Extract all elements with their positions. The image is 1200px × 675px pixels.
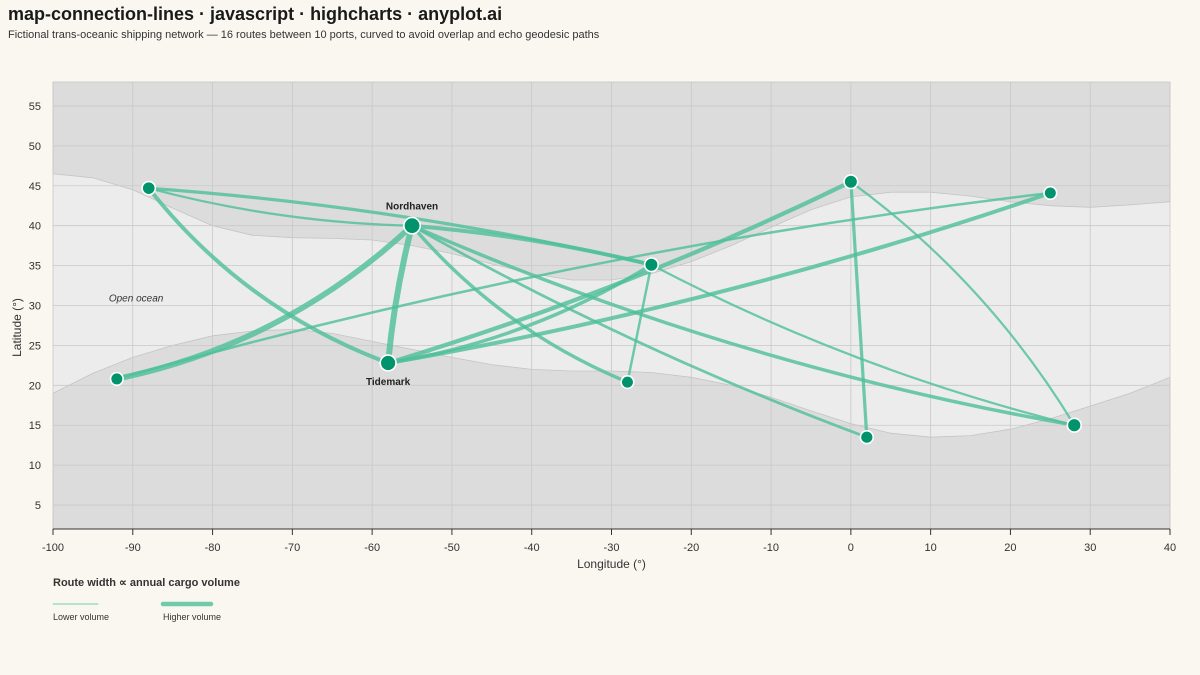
port-marker [109, 371, 124, 387]
x-tick-label: 0 [848, 542, 854, 554]
x-tick-label: -30 [604, 542, 620, 554]
y-tick-label: 50 [29, 141, 41, 153]
routes [113, 179, 1077, 439]
x-axis-ticks: -100 -90 -80 -70 -60 -50 -40 -30 -20 -10 0 10 20 30 40 [42, 529, 1176, 554]
x-tick-label: -60 [364, 542, 380, 554]
y-tick-label: 15 [29, 420, 41, 432]
chart-subtitle: Fictional trans-oceanic shipping network… [8, 29, 600, 41]
y-tick-label: 5 [35, 500, 41, 512]
y-tick-label: 20 [29, 380, 41, 392]
ports: Nordhaven Tidemark [109, 174, 1082, 445]
port-marker [643, 257, 659, 273]
route-line [849, 180, 1076, 427]
x-tick-label: 30 [1084, 542, 1096, 554]
x-tick-label: -90 [125, 542, 141, 554]
port-marker [859, 430, 875, 445]
y-tick-label: 55 [29, 101, 41, 113]
x-tick-label: -20 [683, 542, 699, 554]
route-line [410, 223, 630, 384]
route-line [146, 186, 391, 365]
port-marker [403, 216, 422, 235]
x-tick-label: -40 [524, 542, 540, 554]
route-line [410, 223, 1077, 427]
route-line [385, 222, 415, 366]
y-axis-title: Latitude (°) [10, 298, 24, 357]
route-line [385, 179, 854, 366]
y-tick-label: 30 [29, 301, 41, 313]
port-label: Tidemark [366, 377, 411, 388]
x-tick-label: -70 [284, 542, 300, 554]
port-marker [141, 180, 157, 196]
y-tick-label: 25 [29, 340, 41, 352]
route-line [626, 263, 653, 384]
port-marker [1066, 417, 1082, 433]
port-marker [379, 354, 397, 372]
x-axis-title: Longitude (°) [577, 557, 646, 571]
x-tick-label: -100 [42, 542, 64, 554]
port-label: Nordhaven [386, 201, 438, 212]
x-tick-label: -50 [444, 542, 460, 554]
x-tick-label: 20 [1004, 542, 1016, 554]
port-marker [843, 174, 859, 190]
x-tick-label: -10 [763, 542, 779, 554]
x-tick-label: -80 [205, 542, 221, 554]
route-line [386, 191, 1053, 365]
route-line [410, 223, 654, 267]
x-tick-label: 40 [1164, 542, 1176, 554]
route-line [115, 191, 1052, 381]
route-line [113, 222, 415, 382]
region-label: Open ocean [109, 294, 164, 305]
route-line [650, 263, 1076, 427]
route-line [147, 187, 414, 227]
legend: Route width ∝ annual cargo volume Lower … [52, 577, 240, 622]
chart-title: map-connection-lines · javascript · high… [8, 4, 503, 24]
x-tick-label: 10 [925, 542, 937, 554]
route-line [849, 180, 869, 439]
y-axis-ticks: 5 10 15 20 25 30 35 40 45 50 55 [29, 101, 41, 512]
legend-label: Lower volume [53, 612, 109, 622]
port-marker [1043, 185, 1058, 201]
region-labels: Open ocean [109, 294, 164, 305]
port-marker [620, 375, 635, 390]
y-tick-label: 40 [29, 221, 41, 233]
y-tick-label: 35 [29, 261, 41, 273]
y-tick-label: 45 [29, 181, 41, 193]
legend-title: Route width ∝ annual cargo volume [53, 577, 240, 589]
legend-label: Higher volume [163, 612, 221, 622]
y-tick-label: 10 [29, 460, 41, 472]
